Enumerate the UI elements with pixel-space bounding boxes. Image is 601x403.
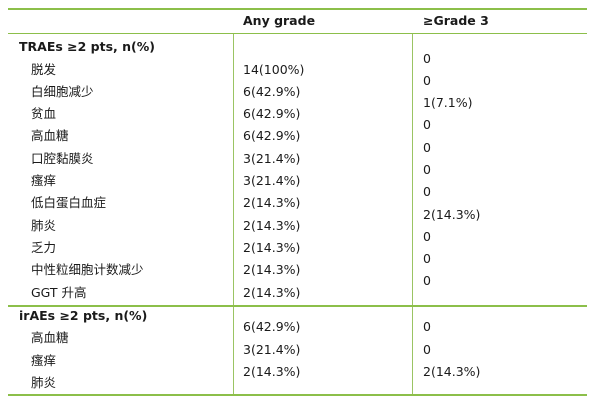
trae-g3-value: 0 bbox=[423, 162, 431, 177]
trae-g3-value: 1(7.1%) bbox=[423, 95, 473, 110]
trae-g3-value: 0 bbox=[423, 273, 431, 288]
trae-label: 白细胞减少 bbox=[31, 84, 94, 99]
section-title-traes: TRAEs ≥2 pts, n(%) bbox=[19, 39, 155, 54]
trae-label: 贫血 bbox=[31, 106, 57, 121]
irae-g3-value: 0 bbox=[423, 342, 431, 357]
rule-top bbox=[8, 8, 587, 10]
trae-g3-value: 0 bbox=[423, 251, 431, 266]
irae-any-value: 3(21.4%) bbox=[243, 342, 301, 357]
irae-g3-value: 2(14.3%) bbox=[423, 364, 481, 379]
irae-label: 瘙痒 bbox=[31, 353, 57, 368]
trae-any-value: 6(42.9%) bbox=[243, 106, 301, 121]
irae-label: 肺炎 bbox=[31, 375, 57, 390]
cropped-text-fragment bbox=[6, 0, 46, 2]
col-divider-1 bbox=[233, 34, 234, 305]
trae-label: 低白蛋白血症 bbox=[31, 195, 107, 210]
trae-label: 中性粒细胞计数减少 bbox=[31, 262, 144, 277]
trae-label: 高血糖 bbox=[31, 128, 69, 143]
rule-header bbox=[8, 33, 587, 34]
irae-label: 高血糖 bbox=[31, 330, 69, 345]
trae-any-value: 6(42.9%) bbox=[243, 128, 301, 143]
trae-any-value: 14(100%) bbox=[243, 62, 305, 77]
trae-g3-value: 0 bbox=[423, 73, 431, 88]
trae-label: GGT 升高 bbox=[31, 285, 87, 300]
irae-any-value: 2(14.3%) bbox=[243, 364, 301, 379]
rule-bottom bbox=[8, 394, 587, 396]
col-divider-1b bbox=[233, 307, 234, 394]
trae-g3-value: 0 bbox=[423, 117, 431, 132]
trae-any-value: 2(14.3%) bbox=[243, 218, 301, 233]
trae-any-value: 3(21.4%) bbox=[243, 173, 301, 188]
trae-any-value: 2(14.3%) bbox=[243, 262, 301, 277]
header-grade3: ≥Grade 3 bbox=[423, 13, 489, 28]
trae-any-value: 2(14.3%) bbox=[243, 285, 301, 300]
header-any-grade: Any grade bbox=[243, 13, 316, 28]
irae-g3-value: 0 bbox=[423, 319, 431, 334]
trae-g3-value: 0 bbox=[423, 184, 431, 199]
trae-any-value: 2(14.3%) bbox=[243, 240, 301, 255]
trae-any-value: 3(21.4%) bbox=[243, 151, 301, 166]
trae-label: 乏力 bbox=[31, 240, 57, 255]
trae-g3-value: 2(14.3%) bbox=[423, 207, 481, 222]
section-title-iraes: irAEs ≥2 pts, n(%) bbox=[19, 308, 148, 323]
trae-any-value: 6(42.9%) bbox=[243, 84, 301, 99]
trae-g3-value: 0 bbox=[423, 51, 431, 66]
irae-any-value: 6(42.9%) bbox=[243, 319, 301, 334]
trae-g3-value: 0 bbox=[423, 140, 431, 155]
trae-label: 瘙痒 bbox=[31, 173, 57, 188]
trae-any-value: 2(14.3%) bbox=[243, 195, 301, 210]
trae-label: 肺炎 bbox=[31, 218, 57, 233]
trae-g3-value: 0 bbox=[423, 229, 431, 244]
trae-label: 口腔黏膜炎 bbox=[31, 151, 94, 166]
rule-section bbox=[8, 305, 587, 307]
col-divider-2 bbox=[412, 34, 413, 305]
trae-label: 脱发 bbox=[31, 62, 57, 77]
col-divider-2b bbox=[412, 307, 413, 394]
